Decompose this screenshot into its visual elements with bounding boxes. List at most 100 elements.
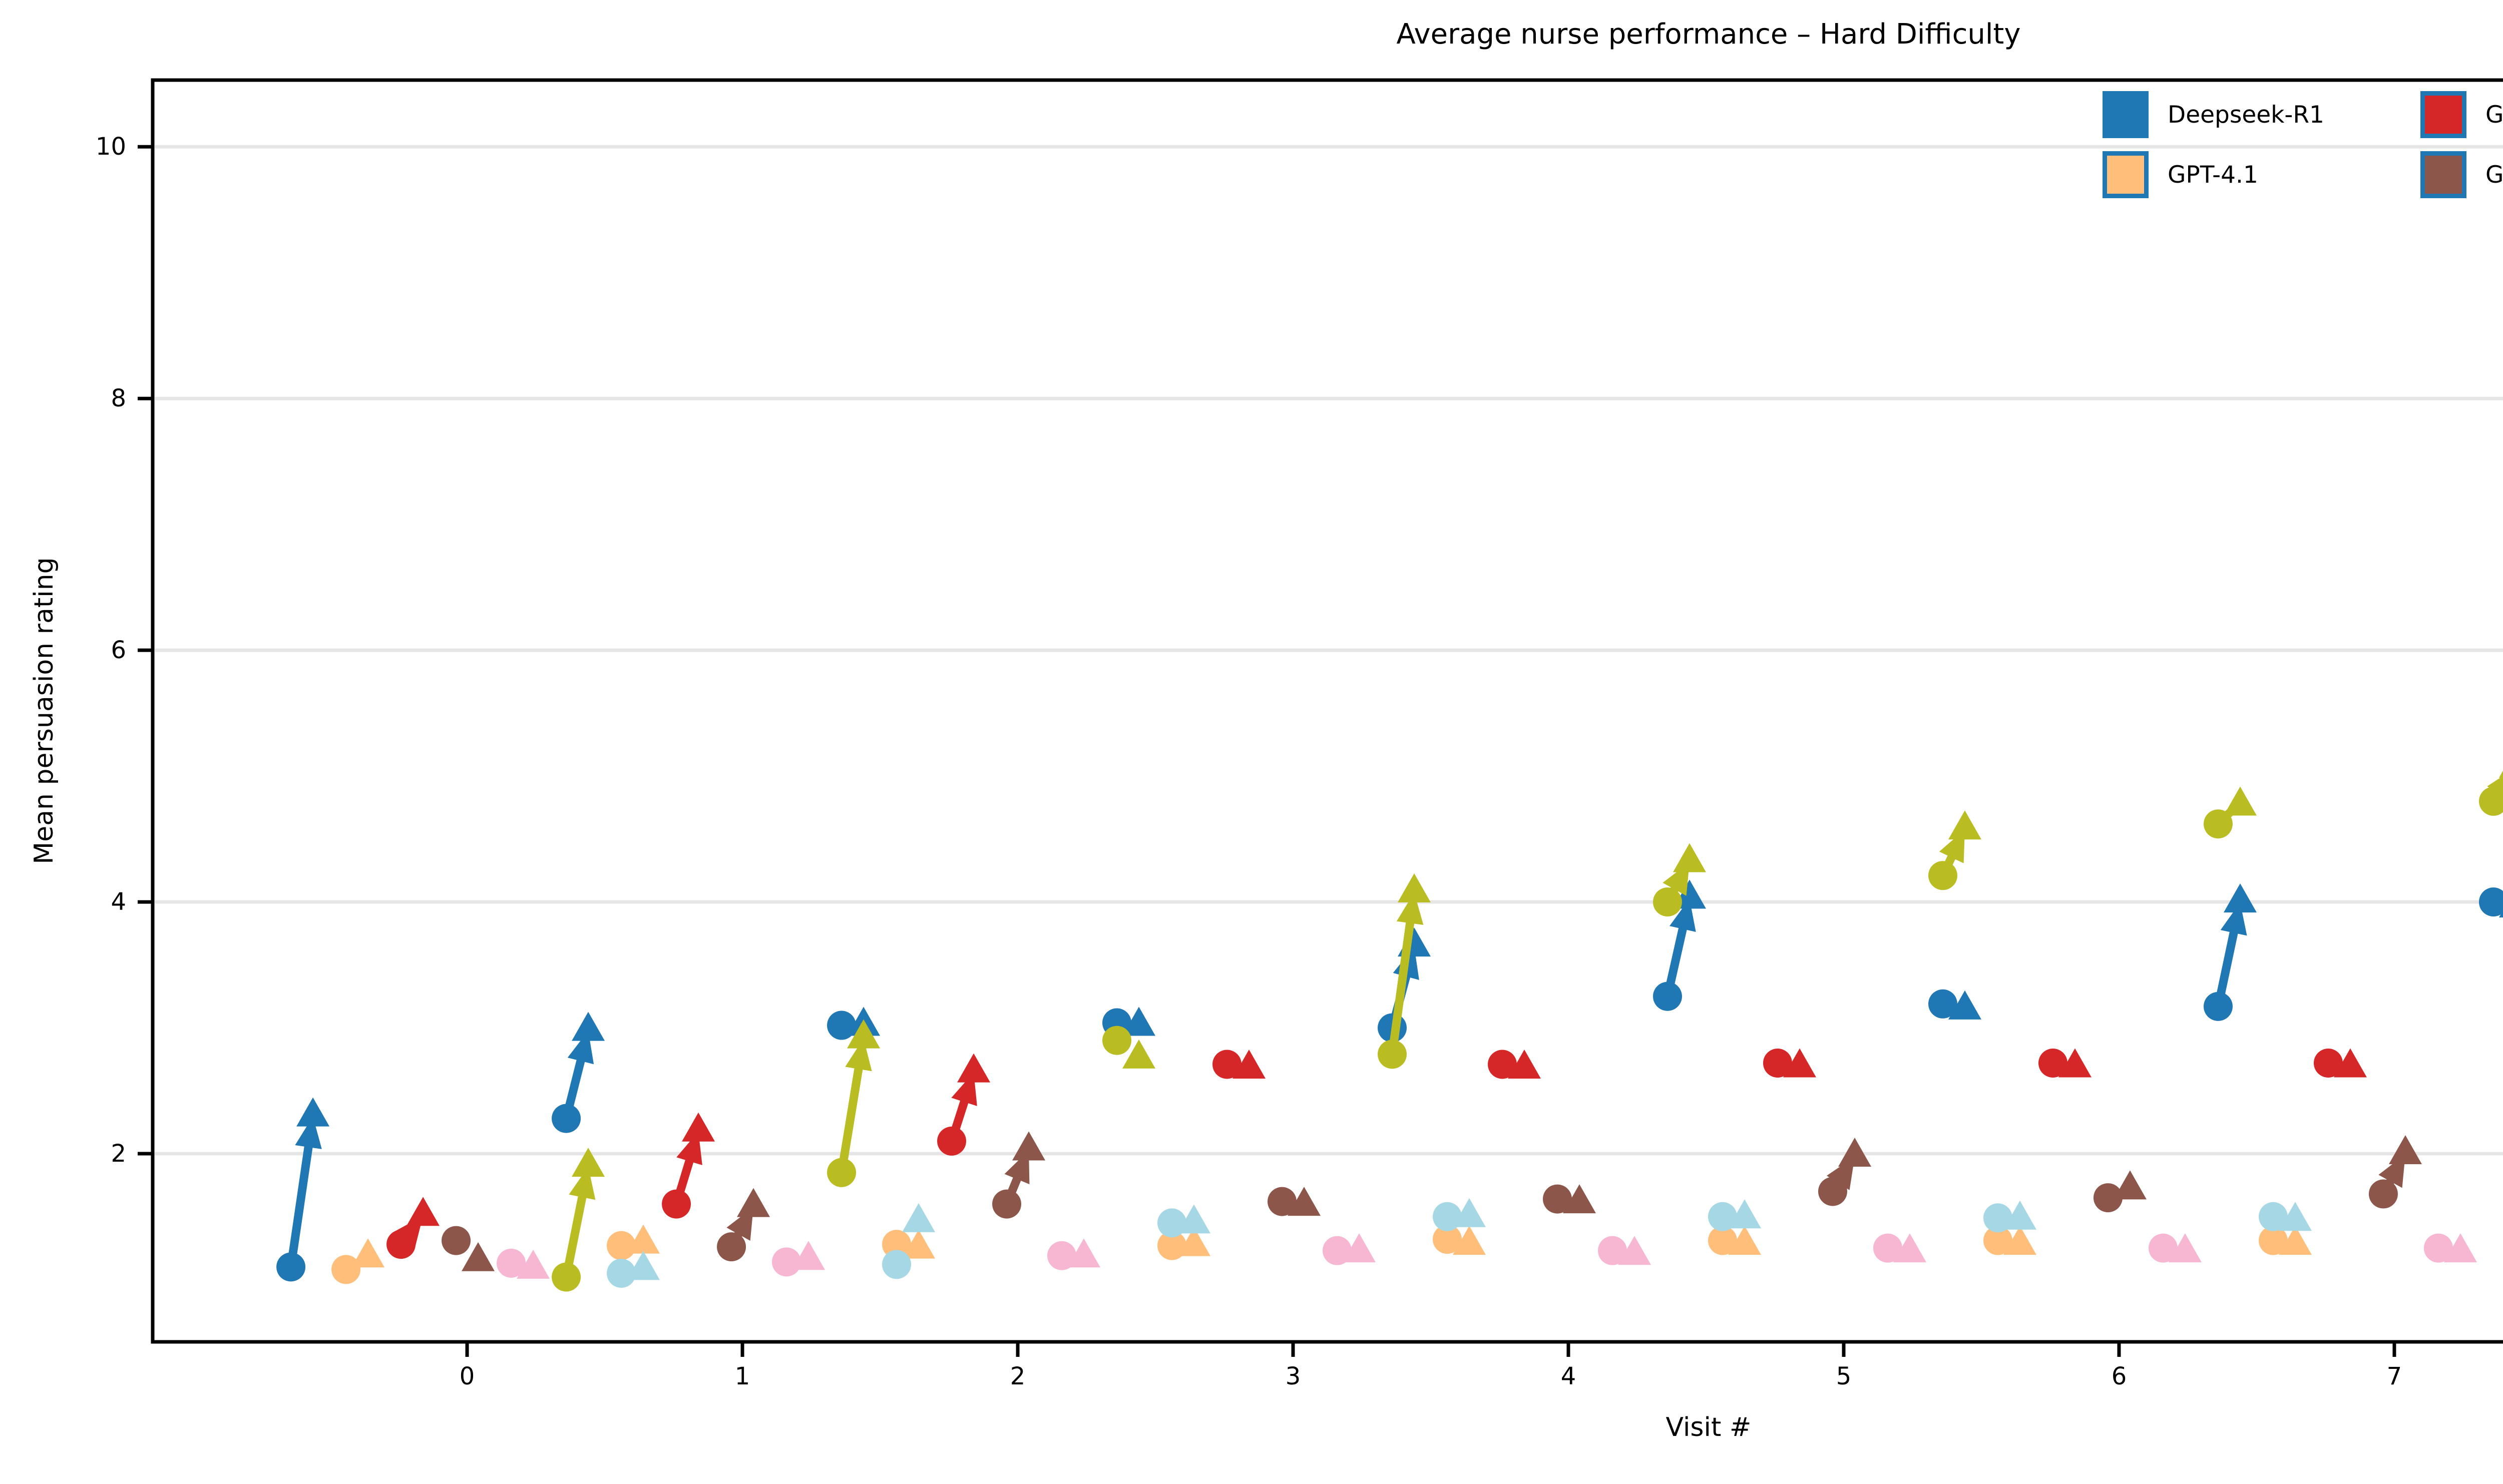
marker-triangle-gpt-4o-v6 (2113, 1170, 2147, 1200)
marker-circle-gpt-4-1-mini-v0 (386, 1230, 416, 1259)
x-tick-label-5: 5 (1836, 1362, 1852, 1390)
legend-item-gpt-4-1-mini: GPT-4.1-mini (2420, 91, 2503, 138)
marker-triangle-o3-mini-v0 (517, 1249, 550, 1279)
marker-triangle-gpt-4o-v1 (737, 1188, 770, 1217)
marker-triangle-gpt-4-1-v3 (1177, 1227, 1211, 1256)
marker-triangle-qwen-2-5-32b-v5 (2003, 1200, 2036, 1230)
marker-circle-deepseek-r1-v7 (2203, 992, 2233, 1021)
x-tick-label-4: 4 (1560, 1362, 1576, 1390)
marker-circle-o4-mini-v0 (552, 1262, 581, 1292)
marker-circle-gpt-4-1-v4 (1433, 1225, 1462, 1254)
marker-circle-gpt-4o-v6 (2093, 1183, 2123, 1213)
y-tick-label-6: 6 (111, 636, 126, 665)
marker-circle-o3-mini-v0 (497, 1248, 526, 1278)
marker-circle-o4-mini-v6 (2203, 809, 2233, 839)
marker-triangle-qwen-2-5-32b-v4 (1728, 1199, 1761, 1229)
marker-circle-qwen-2-5-32b-v3 (1433, 1202, 1462, 1231)
marker-circle-o4-mini-v4 (1653, 887, 1683, 917)
legend-label-gpt-4-1: GPT-4.1 (2168, 161, 2258, 189)
marker-circle-deepseek-r1-v1 (552, 1104, 581, 1133)
marker-circle-gpt-4-1-mini-v3 (1212, 1050, 1242, 1079)
marker-triangle-qwen-2-5-32b-v0 (627, 1251, 660, 1280)
marker-circle-o4-mini-v3 (1378, 1040, 1407, 1069)
marker-triangle-o4-mini-v4 (1673, 843, 1707, 872)
marker-triangle-qwen-2-5-32b-v6 (2278, 1202, 2312, 1231)
marker-triangle-gpt-4-1-mini-v7 (2333, 1048, 2367, 1078)
marker-circle-gpt-4-1-v5 (1708, 1226, 1737, 1255)
marker-triangle-o4-mini-v0 (572, 1148, 605, 1177)
x-tick-label-6: 6 (2111, 1362, 2127, 1390)
marker-circle-gpt-4-1-v6 (1983, 1226, 2012, 1255)
legend-label-gpt-4o: GPT-4o (2485, 161, 2503, 189)
marker-circle-gpt-4-1-v7 (2258, 1226, 2288, 1255)
marker-triangle-gpt-4-1-v6 (2003, 1226, 2036, 1255)
marker-circle-qwen-2-5-32b-v1 (882, 1250, 912, 1279)
marker-circle-gpt-4-1-mini-v7 (2313, 1048, 2343, 1078)
marker-circle-gpt-4o-v4 (1543, 1184, 1572, 1214)
marker-triangle-deepseek-r1-v6 (1948, 990, 1981, 1020)
y-tick-label-8: 8 (111, 384, 126, 413)
marker-circle-qwen-2-5-32b-v4 (1708, 1202, 1737, 1231)
marker-triangle-gpt-4o-v2 (1012, 1131, 1046, 1161)
marker-triangle-qwen-2-5-32b-v1 (902, 1203, 936, 1232)
y-tick-label-10: 10 (95, 133, 126, 161)
legend-swatch-deepseek-r1 (2103, 91, 2149, 138)
marker-triangle-o3-mini-v1 (792, 1241, 825, 1270)
marker-triangle-gpt-4-1-mini-v1 (682, 1112, 715, 1142)
marker-triangle-o4-mini-v7 (2498, 770, 2503, 778)
marker-circle-qwen-2-5-32b-v5 (1983, 1203, 2012, 1233)
marker-triangle-gpt-4-1-mini-v2 (957, 1053, 991, 1083)
marker-triangle-o4-mini-v6 (2223, 786, 2257, 816)
marker-triangle-gpt-4o-v0 (462, 1242, 495, 1271)
x-tick-label-0: 0 (459, 1362, 475, 1390)
marker-circle-gpt-4-1-v0 (331, 1255, 361, 1284)
marker-circle-gpt-4-1-mini-v5 (1763, 1048, 1792, 1078)
marker-circle-o4-mini-v1 (827, 1158, 857, 1187)
marker-circle-o3-mini-v3 (1323, 1236, 1352, 1265)
marker-triangle-o4-mini-v2 (1122, 1039, 1156, 1069)
marker-triangle-gpt-4-1-v1 (627, 1224, 660, 1254)
marker-triangle-gpt-4-1-v5 (1728, 1226, 1761, 1255)
marker-triangle-gpt-4-1-mini-v4 (1508, 1050, 1541, 1079)
marker-triangle-o3-mini-v5 (1893, 1233, 1926, 1263)
marker-triangle-gpt-4o-v3 (1288, 1187, 1321, 1216)
marker-circle-o3-mini-v6 (2148, 1233, 2178, 1263)
marker-circle-qwen-2-5-32b-v6 (2258, 1202, 2288, 1231)
y-tick-label-4: 4 (111, 888, 126, 916)
marker-circle-deepseek-r1-v0 (276, 1252, 306, 1282)
marker-circle-gpt-4-1-mini-v6 (2038, 1048, 2067, 1078)
marker-circle-gpt-4o-v3 (1268, 1187, 1297, 1216)
x-tick-label-1: 1 (734, 1362, 750, 1390)
marker-triangle-o3-mini-v7 (2443, 1233, 2477, 1263)
plot-border (151, 78, 2503, 1344)
marker-triangle-gpt-4-1-mini-v5 (1783, 1048, 1816, 1078)
marker-triangle-gpt-4o-v7 (2388, 1135, 2422, 1165)
marker-circle-gpt-4o-v2 (992, 1189, 1022, 1219)
arrow-shaft-o4-mini-v3 (1388, 911, 1416, 1059)
marker-circle-o3-mini-v4 (1598, 1236, 1627, 1265)
marker-circle-gpt-4o-v7 (2368, 1179, 2398, 1209)
marker-triangle-qwen-2-5-32b-v2 (1177, 1204, 1211, 1234)
legend-label-deepseek-r1: Deepseek-R1 (2168, 101, 2324, 129)
marker-triangle-o3-mini-v6 (2168, 1233, 2202, 1263)
marker-circle-qwen-2-5-32b-v2 (1157, 1208, 1187, 1238)
marker-triangle-gpt-4-1-v2 (902, 1229, 936, 1259)
marker-circle-gpt-4o-v1 (717, 1232, 746, 1262)
marker-circle-o4-mini-v7 (2478, 786, 2503, 816)
x-tick-label-3: 3 (1285, 1362, 1301, 1390)
marker-triangle-gpt-4-1-mini-v6 (2058, 1048, 2092, 1078)
marker-triangle-gpt-4-1-mini-v3 (1232, 1050, 1266, 1079)
marker-circle-deepseek-r1-v6 (1928, 989, 1957, 1019)
marker-circle-deepseek-r1-v5 (1653, 981, 1683, 1011)
legend-item-deepseek-r1: Deepseek-R1 (2103, 91, 2324, 138)
marker-triangle-gpt-4o-v4 (1563, 1184, 1596, 1214)
marker-triangle-o4-mini-v5 (1948, 810, 1981, 840)
marker-triangle-gpt-4-1-v0 (351, 1238, 385, 1268)
marker-circle-gpt-4o-v5 (1818, 1177, 1847, 1206)
arrow-shaft-o4-mini-v1 (837, 1057, 865, 1177)
legend-swatch-gpt-4-1 (2103, 151, 2149, 198)
marker-triangle-gpt-4-1-mini-v0 (406, 1197, 440, 1226)
marker-circle-o3-mini-v2 (1047, 1241, 1077, 1270)
legend-swatch-gpt-4-1-mini (2420, 91, 2466, 138)
marker-triangle-qwen-2-5-32b-v3 (1453, 1198, 1486, 1227)
